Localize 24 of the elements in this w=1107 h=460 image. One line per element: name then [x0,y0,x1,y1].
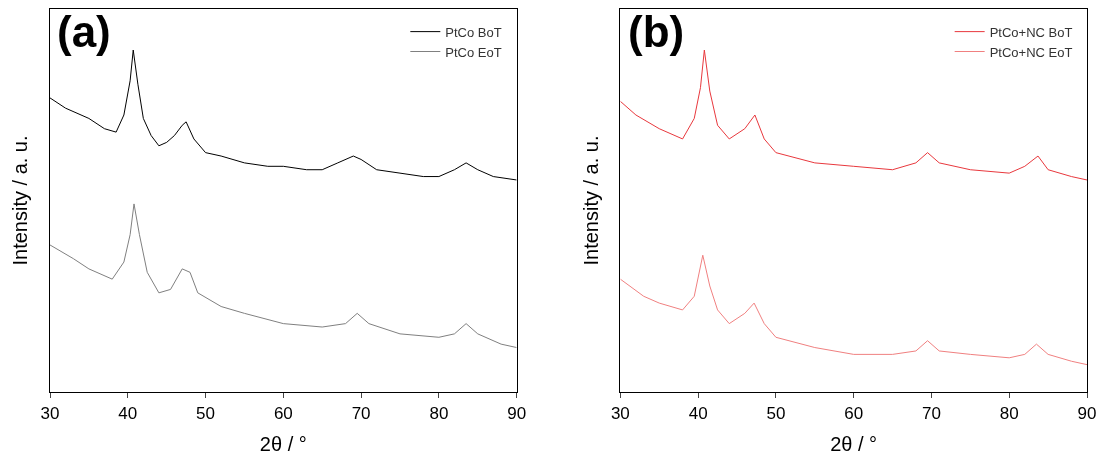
x-tick-label: 60 [273,403,293,423]
x-tick-label: 90 [1077,403,1097,423]
legend-label: PtCo+NC EoT [989,44,1073,60]
x-tick-label: 50 [196,403,216,423]
y-axis-title: Intensity / a. u. [9,135,32,266]
legend-label: PtCo BoT [445,24,502,40]
x-tick-label: 70 [921,403,941,423]
x-tick-label: 60 [844,403,864,423]
x-tick-label: 70 [351,403,371,423]
annotation: (a) [57,7,111,56]
x-tick-label: 80 [999,403,1019,423]
legend-label: PtCo EoT [445,44,502,60]
x-tick-label: 90 [507,403,527,423]
annotation: (b) [628,7,685,56]
x-tick-label: 30 [40,403,60,423]
x-tick-label: 50 [766,403,786,423]
x-axis-title: 2θ / ° [259,433,307,455]
x-tick-label: 80 [429,403,449,423]
x-tick-label: 40 [688,403,708,423]
x-tick-label: 40 [118,403,138,423]
legend-label: PtCo+NC BoT [989,24,1073,40]
x-tick-label: 30 [610,403,630,423]
y-axis-title: Intensity / a. u. [579,135,602,266]
x-axis-title: 2θ / ° [830,433,878,455]
